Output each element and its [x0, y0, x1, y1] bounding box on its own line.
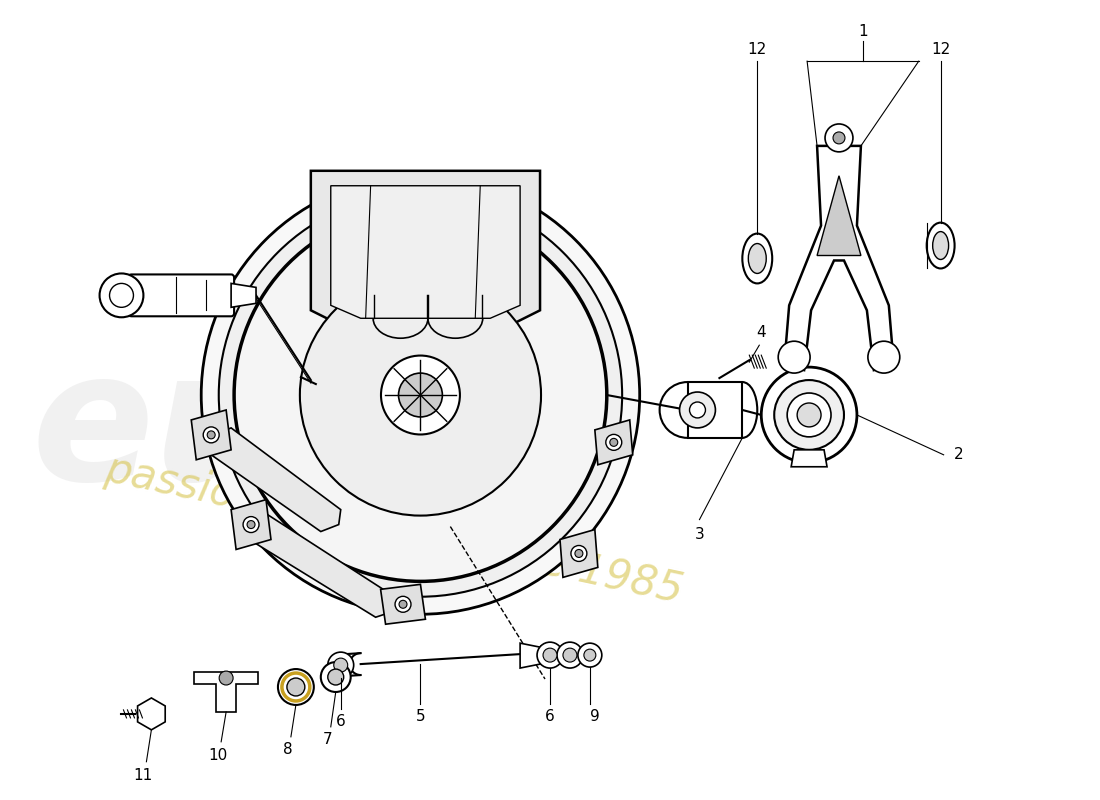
- Circle shape: [381, 355, 460, 434]
- Polygon shape: [784, 146, 894, 370]
- Circle shape: [219, 194, 623, 597]
- Text: 2: 2: [954, 447, 964, 462]
- Circle shape: [774, 380, 844, 450]
- Circle shape: [584, 649, 596, 661]
- Circle shape: [248, 521, 255, 529]
- Polygon shape: [520, 643, 540, 668]
- Circle shape: [234, 209, 607, 582]
- Circle shape: [321, 662, 351, 692]
- Text: 3: 3: [694, 527, 704, 542]
- Circle shape: [868, 342, 900, 373]
- Polygon shape: [560, 530, 597, 578]
- Circle shape: [398, 373, 442, 417]
- Circle shape: [798, 403, 821, 427]
- Circle shape: [609, 438, 618, 446]
- Ellipse shape: [926, 222, 955, 269]
- Circle shape: [825, 124, 852, 152]
- Circle shape: [575, 550, 583, 558]
- Circle shape: [110, 283, 133, 307]
- Circle shape: [287, 678, 305, 696]
- Text: 4: 4: [757, 325, 766, 340]
- Circle shape: [201, 176, 640, 614]
- Text: passion for parts since 1985: passion for parts since 1985: [101, 448, 688, 611]
- Polygon shape: [246, 514, 396, 618]
- Circle shape: [571, 546, 587, 562]
- Circle shape: [833, 132, 845, 144]
- Circle shape: [578, 643, 602, 667]
- Circle shape: [207, 431, 216, 439]
- Text: 10: 10: [209, 748, 228, 763]
- Text: 12: 12: [931, 42, 950, 57]
- Circle shape: [204, 427, 219, 443]
- Circle shape: [399, 600, 407, 608]
- Circle shape: [537, 642, 563, 668]
- Ellipse shape: [742, 234, 772, 283]
- Polygon shape: [595, 420, 632, 465]
- Circle shape: [300, 274, 541, 515]
- Text: 6: 6: [546, 710, 554, 724]
- Circle shape: [328, 652, 354, 678]
- Circle shape: [606, 434, 621, 450]
- Circle shape: [243, 517, 258, 533]
- Circle shape: [761, 367, 857, 462]
- Circle shape: [690, 402, 705, 418]
- Polygon shape: [191, 410, 231, 460]
- Text: 8: 8: [283, 742, 293, 758]
- Ellipse shape: [933, 231, 948, 259]
- Circle shape: [680, 392, 715, 428]
- Polygon shape: [331, 186, 520, 318]
- Polygon shape: [195, 672, 258, 712]
- Text: 7: 7: [323, 732, 332, 747]
- Circle shape: [328, 669, 343, 685]
- Circle shape: [563, 648, 576, 662]
- Text: 9: 9: [590, 710, 600, 724]
- Circle shape: [219, 671, 233, 685]
- Circle shape: [543, 648, 557, 662]
- Ellipse shape: [748, 243, 767, 274]
- Circle shape: [333, 658, 348, 672]
- Polygon shape: [817, 176, 861, 255]
- Polygon shape: [211, 428, 341, 531]
- Circle shape: [557, 642, 583, 668]
- Polygon shape: [791, 450, 827, 466]
- Text: 5: 5: [416, 710, 426, 724]
- Text: 1: 1: [858, 24, 868, 38]
- FancyBboxPatch shape: [129, 274, 234, 316]
- Circle shape: [395, 596, 411, 612]
- Text: europ: europ: [32, 342, 625, 518]
- Polygon shape: [311, 170, 540, 330]
- Polygon shape: [688, 382, 742, 438]
- Polygon shape: [231, 283, 256, 307]
- Text: 11: 11: [134, 768, 153, 783]
- Polygon shape: [381, 584, 426, 624]
- Text: 6: 6: [336, 714, 345, 730]
- Polygon shape: [231, 500, 271, 550]
- Circle shape: [778, 342, 810, 373]
- Circle shape: [278, 669, 314, 705]
- Text: 12: 12: [748, 42, 767, 57]
- Circle shape: [788, 393, 831, 437]
- Circle shape: [100, 274, 143, 318]
- Polygon shape: [138, 698, 165, 730]
